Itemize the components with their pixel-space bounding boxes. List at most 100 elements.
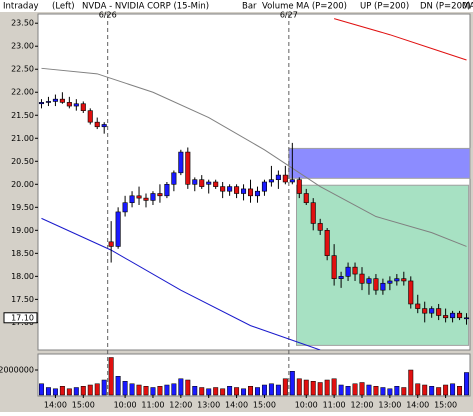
volume-bar: [352, 383, 358, 396]
volume-bar: [275, 384, 281, 396]
candle-body: [227, 186, 233, 192]
header-title: NVDA - NVIDIA CORP (15-Min): [82, 2, 209, 12]
volume-bar: [387, 388, 393, 396]
x-tick-label: 13:00: [378, 401, 401, 410]
volume-bar: [317, 382, 323, 396]
volume-bar: [206, 388, 212, 396]
candle-body: [352, 266, 358, 275]
volume-bar: [164, 384, 170, 396]
header-volume-label: Volume: [262, 2, 294, 12]
candle-body: [52, 98, 58, 102]
candle-body: [401, 278, 407, 282]
candle-body: [185, 151, 191, 185]
volume-bar: [380, 387, 386, 396]
volume-bar: [422, 384, 428, 396]
candle-body: [268, 179, 274, 183]
zones: [288, 147, 471, 346]
candle-body: [234, 186, 240, 194]
volume-bar: [178, 378, 184, 396]
candle-body: [303, 193, 309, 204]
indicator-lines: [41, 18, 467, 350]
volume-bar: [80, 386, 86, 396]
candle-body: [331, 255, 337, 279]
candle-body: [394, 278, 400, 282]
candle-body: [115, 211, 121, 247]
candle-body: [213, 181, 219, 187]
x-tick-label: 11:00: [141, 401, 164, 410]
volume-bar: [457, 386, 463, 396]
volume-bar: [185, 379, 191, 396]
volume-tick-label: 2000000: [0, 366, 34, 375]
candles: [38, 92, 470, 325]
candle-body: [373, 278, 379, 291]
volume-bar: [66, 388, 72, 396]
indicator-line: [333, 18, 467, 61]
volume-bar: [171, 383, 177, 396]
candle-body: [157, 193, 163, 197]
candle-body: [247, 188, 254, 197]
volume-bar: [192, 386, 198, 396]
x-tick-label: 12:00: [350, 401, 373, 410]
volume-bar: [143, 386, 149, 396]
volume-bar: [268, 383, 274, 396]
candle-body: [241, 188, 247, 194]
x-tick-label: 10:00: [295, 401, 318, 410]
volume-bar: [436, 387, 442, 396]
legend-label: UP (P=200): [360, 2, 409, 12]
y-tick-label: 21.50: [11, 111, 34, 120]
candle-body: [282, 174, 288, 183]
volume-bar: [94, 383, 100, 396]
volume-bar: [150, 387, 156, 396]
candle-body: [164, 184, 170, 197]
candle-body: [422, 308, 428, 314]
y-tick-label: 19.50: [11, 203, 34, 212]
x-tick-label: 14:00: [406, 401, 429, 410]
volume-bar: [450, 383, 456, 396]
volume-bar: [289, 371, 295, 396]
candle-body: [150, 193, 156, 201]
labels: 23.50 23.00 22.50 22.00 21.50 21.00 20.50 20.00…: [0, 2, 471, 410]
volume-bar: [59, 386, 65, 396]
volume-bar: [136, 384, 142, 396]
volume-bar: [255, 387, 260, 396]
candle-body: [296, 179, 302, 194]
candle-body: [178, 151, 184, 174]
candle-body: [199, 179, 205, 187]
candle-body: [359, 273, 365, 284]
y-tick-label: 17.50: [11, 295, 34, 304]
day-label: 6/26: [99, 11, 117, 20]
y-tick-label: 23.00: [11, 42, 34, 51]
candle-body: [87, 110, 93, 123]
volume-bar: [324, 379, 330, 396]
y-tick-label: 22.50: [11, 65, 34, 74]
candle-body: [122, 202, 128, 213]
volume-bar: [101, 379, 107, 396]
volume-bar: [115, 376, 121, 396]
volume-bar: [282, 378, 288, 396]
volume-bar: [296, 378, 302, 396]
zone: [296, 184, 470, 346]
x-tick-label: 15:00: [434, 401, 457, 410]
volume-bar: [122, 381, 128, 396]
y-tick-label: 20.00: [11, 180, 34, 189]
volume-bar: [429, 386, 435, 396]
last-price-box: [3, 312, 38, 324]
volume-bar: [338, 384, 344, 396]
x-tick-label: 13:00: [197, 401, 220, 410]
volume-bar: [227, 386, 233, 396]
x-tick-label: 14:00: [225, 401, 248, 410]
volume-bar: [73, 387, 79, 396]
y-tick-label: 23.50: [11, 19, 34, 28]
x-tick-label: 15:00: [72, 401, 95, 410]
volume-bar: [234, 387, 240, 396]
volume-bar: [39, 383, 44, 396]
volume-bar: [241, 388, 247, 396]
x-tick-label: 10:00: [114, 401, 137, 410]
y-tick-label: 18.00: [11, 272, 34, 281]
y-tick-label: 20.50: [11, 157, 34, 166]
axes: [35, 14, 447, 398]
candle-body: [66, 102, 72, 107]
candle-body: [220, 186, 226, 192]
y-tick-label: 18.50: [11, 249, 34, 258]
